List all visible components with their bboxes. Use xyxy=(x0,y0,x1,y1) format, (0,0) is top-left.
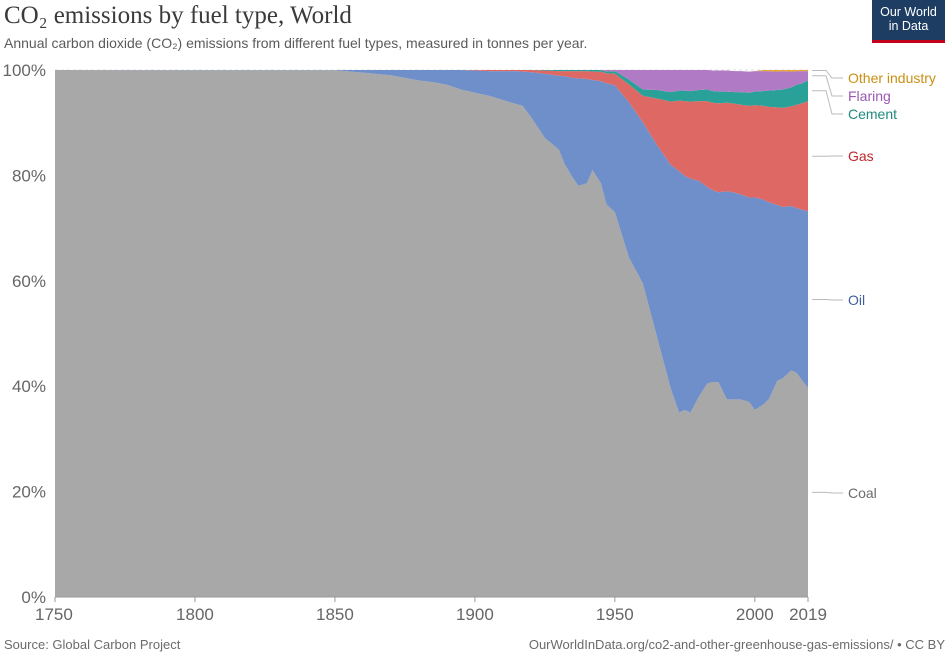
area-gas[interactable] xyxy=(55,70,808,212)
area-oil[interactable] xyxy=(55,70,808,413)
y-tick-label: 100% xyxy=(3,61,46,80)
legend-label-coal[interactable]: Coal xyxy=(848,485,877,501)
legend-connector xyxy=(812,90,843,115)
source-note: Source: Global Carbon Project xyxy=(4,637,181,652)
legend-connector xyxy=(812,299,843,301)
legend-connector xyxy=(812,70,843,79)
x-tick-label: 2000 xyxy=(736,605,774,624)
legend-label-flaring[interactable]: Flaring xyxy=(848,88,891,104)
chart-subtitle: Annual carbon dioxide (CO₂) emissions fr… xyxy=(4,35,588,51)
legend-label-other-industry[interactable]: Other industry xyxy=(848,70,936,86)
x-tick-label: 1950 xyxy=(596,605,634,624)
legend-connector xyxy=(812,491,843,494)
stacked-areas xyxy=(55,70,808,597)
x-tick-label: 2019 xyxy=(789,605,827,624)
x-tick-label: 1800 xyxy=(176,605,214,624)
area-coal[interactable] xyxy=(55,70,808,597)
x-tick-label: 1850 xyxy=(316,605,354,624)
x-tick-label: 1900 xyxy=(456,605,494,624)
y-axis: 0% 20% 40% 60% 80% 100% xyxy=(3,61,46,607)
source-url-link[interactable]: OurWorldInData.org/co2-and-other-greenho… xyxy=(528,637,945,652)
logo-line-1: Our World xyxy=(880,5,937,19)
x-tick-label: 1750 xyxy=(35,605,73,624)
y-tick-label: 80% xyxy=(12,166,46,185)
y-tick-label: 0% xyxy=(21,588,46,607)
owid-logo[interactable]: Our World in Data xyxy=(872,0,945,43)
logo-line-2: in Data xyxy=(888,19,929,33)
legend-label-oil[interactable]: Oil xyxy=(848,292,865,308)
y-tick-label: 40% xyxy=(12,377,46,396)
legend-label-gas[interactable]: Gas xyxy=(848,148,874,164)
legend: Coal Oil Gas Cement Flaring Other industry xyxy=(812,70,936,501)
legend-connector xyxy=(812,75,843,97)
area-flaring[interactable] xyxy=(55,70,808,93)
chart-title: CO₂ emissions by fuel type, World xyxy=(4,2,352,29)
y-tick-label: 60% xyxy=(12,272,46,291)
legend-label-cement[interactable]: Cement xyxy=(848,106,897,122)
y-tick-label: 20% xyxy=(12,483,46,502)
logo-accent-bar xyxy=(872,40,945,43)
x-axis: 1750 1800 1850 1900 1950 2000 2019 xyxy=(35,596,827,624)
